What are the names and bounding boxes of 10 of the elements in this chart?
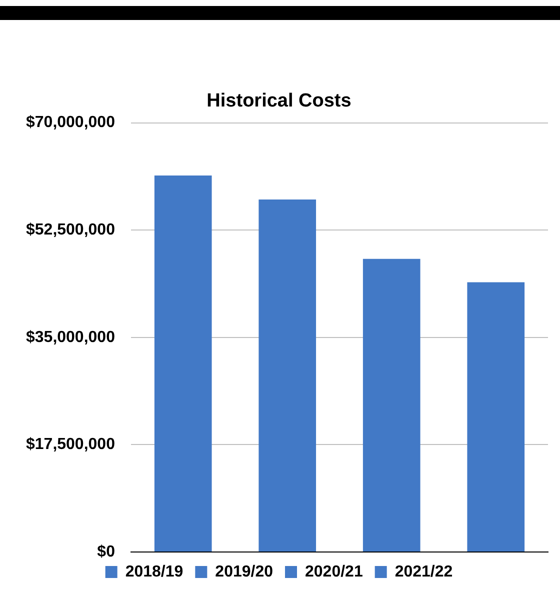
y-tick-label: $17,500,000 [26,436,116,454]
legend-label: 2019/20 [215,563,274,580]
y-tick-label: $70,000,000 [26,114,116,132]
legend-label: 2020/21 [305,563,363,580]
legend-label: 2021/22 [394,563,453,580]
chart-title: Historical Costs [206,90,352,112]
y-tick-label: $35,000,000 [26,328,116,346]
legend-label: 2018/19 [125,563,184,580]
y-tick-label: $52,500,000 [26,222,116,239]
y-tick-label: $0 [97,543,116,560]
